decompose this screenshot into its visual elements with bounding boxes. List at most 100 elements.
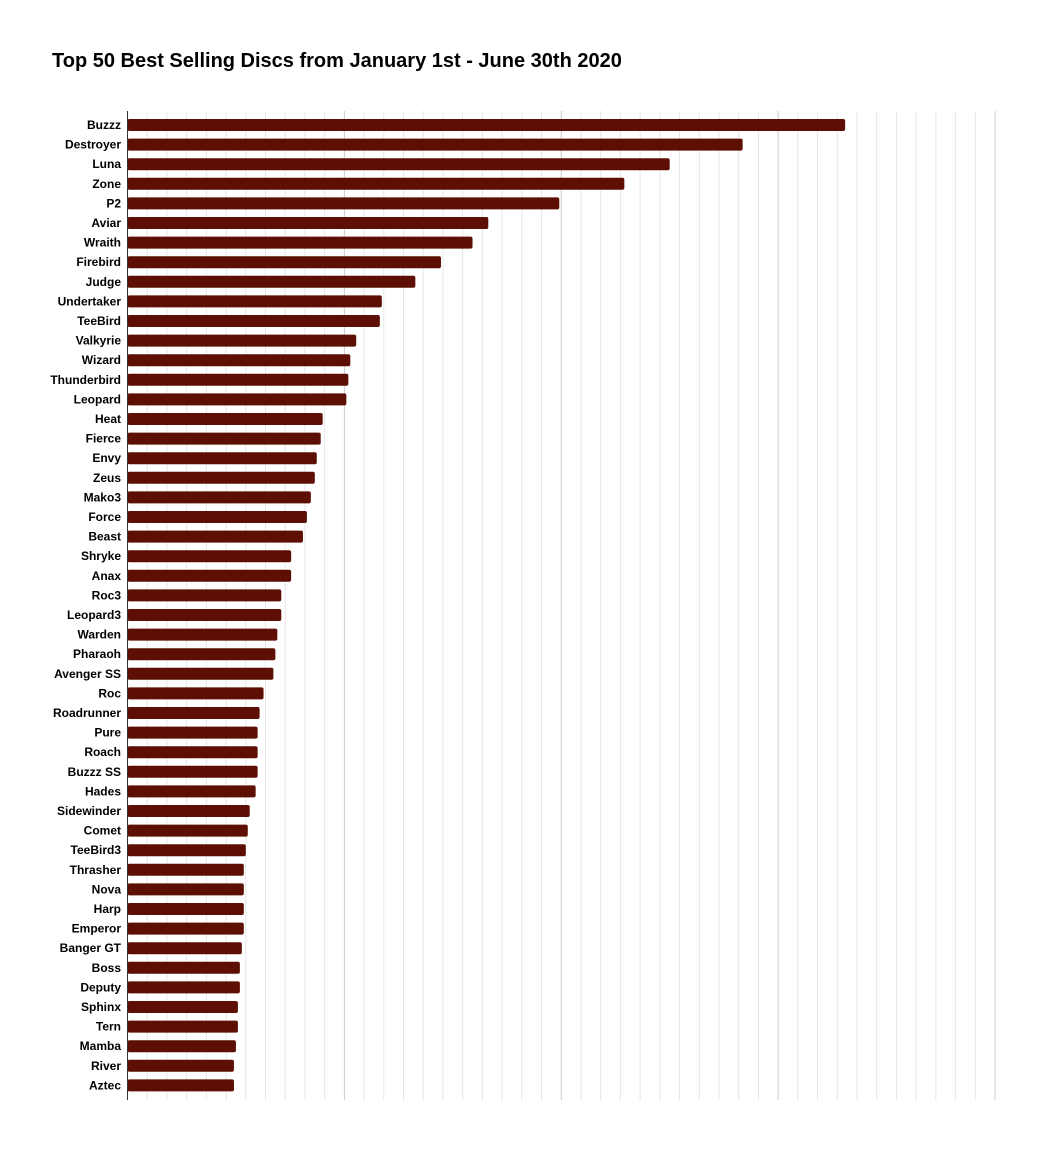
category-label: Deputy bbox=[80, 980, 121, 994]
bar bbox=[127, 393, 347, 406]
bar bbox=[127, 1001, 238, 1013]
bar bbox=[127, 197, 560, 210]
category-label: Banger GT bbox=[60, 941, 122, 955]
category-label: Valkyrie bbox=[76, 334, 122, 348]
bar bbox=[127, 726, 258, 739]
bar bbox=[127, 511, 307, 523]
bar bbox=[127, 824, 248, 837]
category-label: Zone bbox=[92, 177, 121, 191]
bar bbox=[127, 765, 258, 778]
bar bbox=[127, 334, 357, 347]
bar bbox=[127, 844, 246, 857]
bar bbox=[127, 883, 244, 896]
category-label: Envy bbox=[92, 451, 121, 465]
category-label: Tern bbox=[96, 1020, 121, 1034]
category-label: Roach bbox=[84, 745, 121, 759]
bar bbox=[127, 177, 625, 190]
bar bbox=[127, 217, 489, 229]
bar bbox=[127, 1040, 236, 1053]
category-label: Boss bbox=[92, 961, 122, 975]
chart-title: Top 50 Best Selling Discs from January 1… bbox=[52, 50, 622, 72]
bar bbox=[127, 667, 274, 680]
bar bbox=[127, 256, 441, 269]
category-label: Heat bbox=[95, 412, 121, 426]
bar bbox=[127, 471, 315, 484]
category-label: Judge bbox=[86, 275, 122, 289]
category-label: Harp bbox=[94, 902, 121, 916]
category-label: TeeBird3 bbox=[71, 843, 122, 857]
bar bbox=[127, 452, 317, 465]
bar bbox=[127, 961, 240, 974]
bar bbox=[127, 569, 292, 582]
bar bbox=[127, 589, 282, 602]
category-label: Aviar bbox=[91, 216, 121, 230]
category-labels: Buzzz Destroyer Luna Zone P2 Aviar Wraith Fireb… bbox=[50, 118, 121, 1092]
bar bbox=[127, 550, 292, 563]
bar bbox=[127, 707, 260, 719]
bar bbox=[127, 491, 311, 504]
category-label: Buzzz SS bbox=[68, 765, 121, 779]
category-label: Roc3 bbox=[92, 588, 122, 602]
category-label: Avenger SS bbox=[54, 667, 121, 681]
category-label: Anax bbox=[92, 569, 122, 583]
category-label: Zeus bbox=[93, 471, 121, 485]
category-label: Mako3 bbox=[84, 490, 122, 504]
bar bbox=[127, 746, 258, 759]
category-label: TeeBird bbox=[77, 314, 121, 328]
bar bbox=[127, 432, 321, 445]
category-label: Roadrunner bbox=[53, 706, 121, 720]
category-label: Mamba bbox=[80, 1039, 122, 1053]
bars bbox=[127, 119, 846, 1092]
category-label: Buzzz bbox=[87, 118, 121, 132]
category-label: Luna bbox=[92, 157, 121, 171]
category-label: Pure bbox=[94, 726, 121, 740]
bar bbox=[127, 687, 264, 700]
category-label: Fierce bbox=[86, 432, 122, 446]
bar bbox=[127, 785, 256, 798]
bar bbox=[127, 628, 278, 641]
category-label: Hades bbox=[85, 784, 121, 798]
category-label: Comet bbox=[84, 824, 121, 838]
bar bbox=[127, 119, 846, 131]
bar bbox=[127, 354, 351, 367]
category-label: Roc bbox=[98, 686, 121, 700]
category-label: Thunderbird bbox=[50, 373, 121, 387]
category-label: Thrasher bbox=[70, 863, 122, 877]
bar bbox=[127, 530, 303, 543]
bar bbox=[127, 373, 349, 386]
bar bbox=[127, 922, 244, 935]
category-label: Emperor bbox=[72, 922, 122, 936]
category-label: River bbox=[91, 1059, 121, 1073]
bar bbox=[127, 158, 670, 171]
category-label: Pharaoh bbox=[73, 647, 121, 661]
bar bbox=[127, 315, 380, 327]
category-label: Sphinx bbox=[81, 1000, 121, 1014]
category-label: Shryke bbox=[81, 549, 121, 563]
category-label: Wraith bbox=[84, 236, 121, 250]
bar bbox=[127, 236, 473, 249]
category-label: Firebird bbox=[76, 255, 121, 269]
category-label: Aztec bbox=[89, 1078, 121, 1092]
category-label: Leopard3 bbox=[67, 608, 121, 622]
bar bbox=[127, 981, 240, 994]
category-label: Beast bbox=[88, 530, 121, 544]
category-label: Leopard bbox=[74, 392, 121, 406]
bar bbox=[127, 1079, 234, 1092]
category-label: Nova bbox=[92, 882, 122, 896]
category-label: Undertaker bbox=[58, 294, 122, 308]
category-label: Sidewinder bbox=[57, 804, 121, 818]
bar bbox=[127, 1020, 238, 1033]
bar bbox=[127, 805, 250, 817]
category-label: Destroyer bbox=[65, 138, 121, 152]
bar bbox=[127, 648, 276, 661]
category-label: Wizard bbox=[82, 353, 121, 367]
bar bbox=[127, 942, 242, 955]
bar bbox=[127, 275, 416, 288]
bar bbox=[127, 903, 244, 915]
bar bbox=[127, 863, 244, 876]
category-label: Force bbox=[88, 510, 121, 524]
bar bbox=[127, 413, 323, 425]
bar bbox=[127, 1059, 234, 1072]
bar bbox=[127, 295, 382, 308]
